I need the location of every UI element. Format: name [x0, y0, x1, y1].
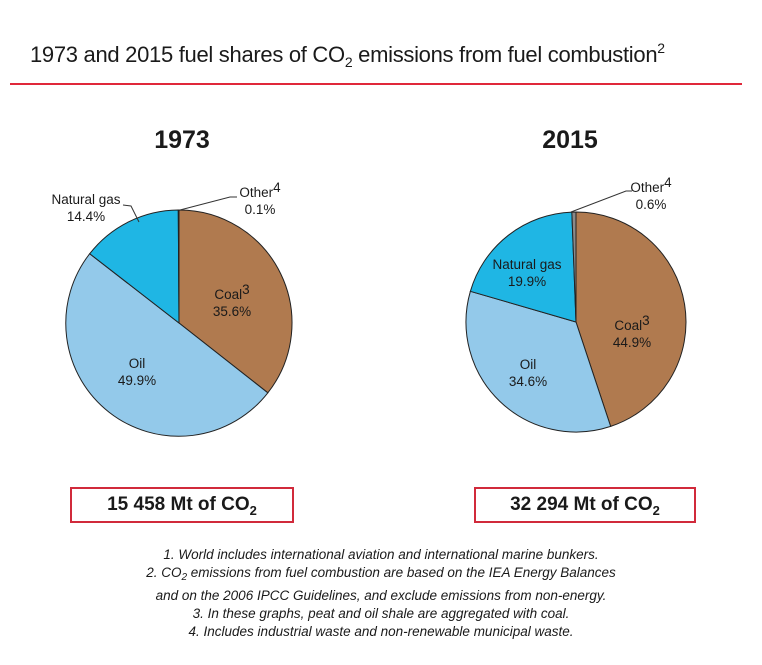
- page-title: 1973 and 2015 fuel shares of CO2 emissio…: [30, 40, 665, 70]
- total-emissions-2015: 32 294 Mt of CO2: [474, 487, 696, 523]
- total-emissions-1973: 15 458 Mt of CO2: [70, 487, 294, 523]
- footnote-3: 3. In these graphs, peat and oil shale a…: [192, 606, 570, 621]
- pie-slice-natural-gas: [89, 209, 180, 325]
- slice-value-coal: 44.9%: [613, 335, 651, 350]
- footnote-2-continued: and on the 2006 IPCC Guidelines, and exc…: [155, 588, 607, 603]
- footnote-1: 1. World includes international aviation…: [163, 547, 599, 562]
- slice-value-oil: 34.6%: [509, 374, 547, 389]
- pie-slice-other: [177, 209, 180, 324]
- slice-value-oil: 49.9%: [118, 373, 156, 388]
- slice-label-oil: Oil: [129, 356, 146, 371]
- slice-label-other: Other4: [630, 175, 672, 195]
- slice-label-other: Other4: [239, 180, 281, 200]
- leader-line-other: [570, 190, 632, 213]
- footnote-4: 4. Includes industrial waste and non-ren…: [188, 624, 574, 639]
- slice-value-other: 0.1%: [245, 202, 276, 217]
- slice-label-coal: Coal3: [214, 282, 249, 302]
- slice-value-other: 0.6%: [636, 197, 667, 212]
- pie-slice-coal: [575, 211, 687, 428]
- slice-value-coal: 35.6%: [213, 304, 251, 319]
- footnote-2: 2. CO2 emissions from fuel combustion ar…: [146, 565, 616, 583]
- leader-line-natural-gas: [122, 204, 140, 223]
- chart-title-1973: 1973: [154, 126, 210, 154]
- title-divider: [10, 83, 742, 85]
- pie-slice-coal: [178, 209, 293, 394]
- chart-title-2015: 2015: [542, 126, 598, 154]
- pie-charts: Coal3 35.6% Oil 49.9% Natural gas 14.4% Other4…: [51, 175, 687, 437]
- slice-label-oil: Oil: [520, 357, 537, 372]
- pie-chart-1973: Coal3 35.6% Oil 49.9% Natural gas 14.4% Other4…: [51, 180, 293, 437]
- footnotes: 1. World includes international aviation…: [0, 546, 762, 641]
- slice-label-natural-gas: Natural gas: [492, 257, 561, 272]
- pie-chart-2015: Coal3 44.9% Oil 34.6% Natural gas 19.9% Other4…: [465, 175, 687, 433]
- slice-value-natural-gas: 19.9%: [508, 274, 546, 289]
- slice-value-natural-gas: 14.4%: [67, 209, 105, 224]
- leader-line-other: [179, 196, 237, 211]
- pie-slice-oil: [465, 290, 612, 433]
- slice-label-natural-gas: Natural gas: [51, 192, 120, 207]
- slice-label-coal: Coal3: [614, 313, 649, 333]
- pie-slice-natural-gas: [469, 211, 577, 323]
- pie-slice-oil: [65, 253, 269, 437]
